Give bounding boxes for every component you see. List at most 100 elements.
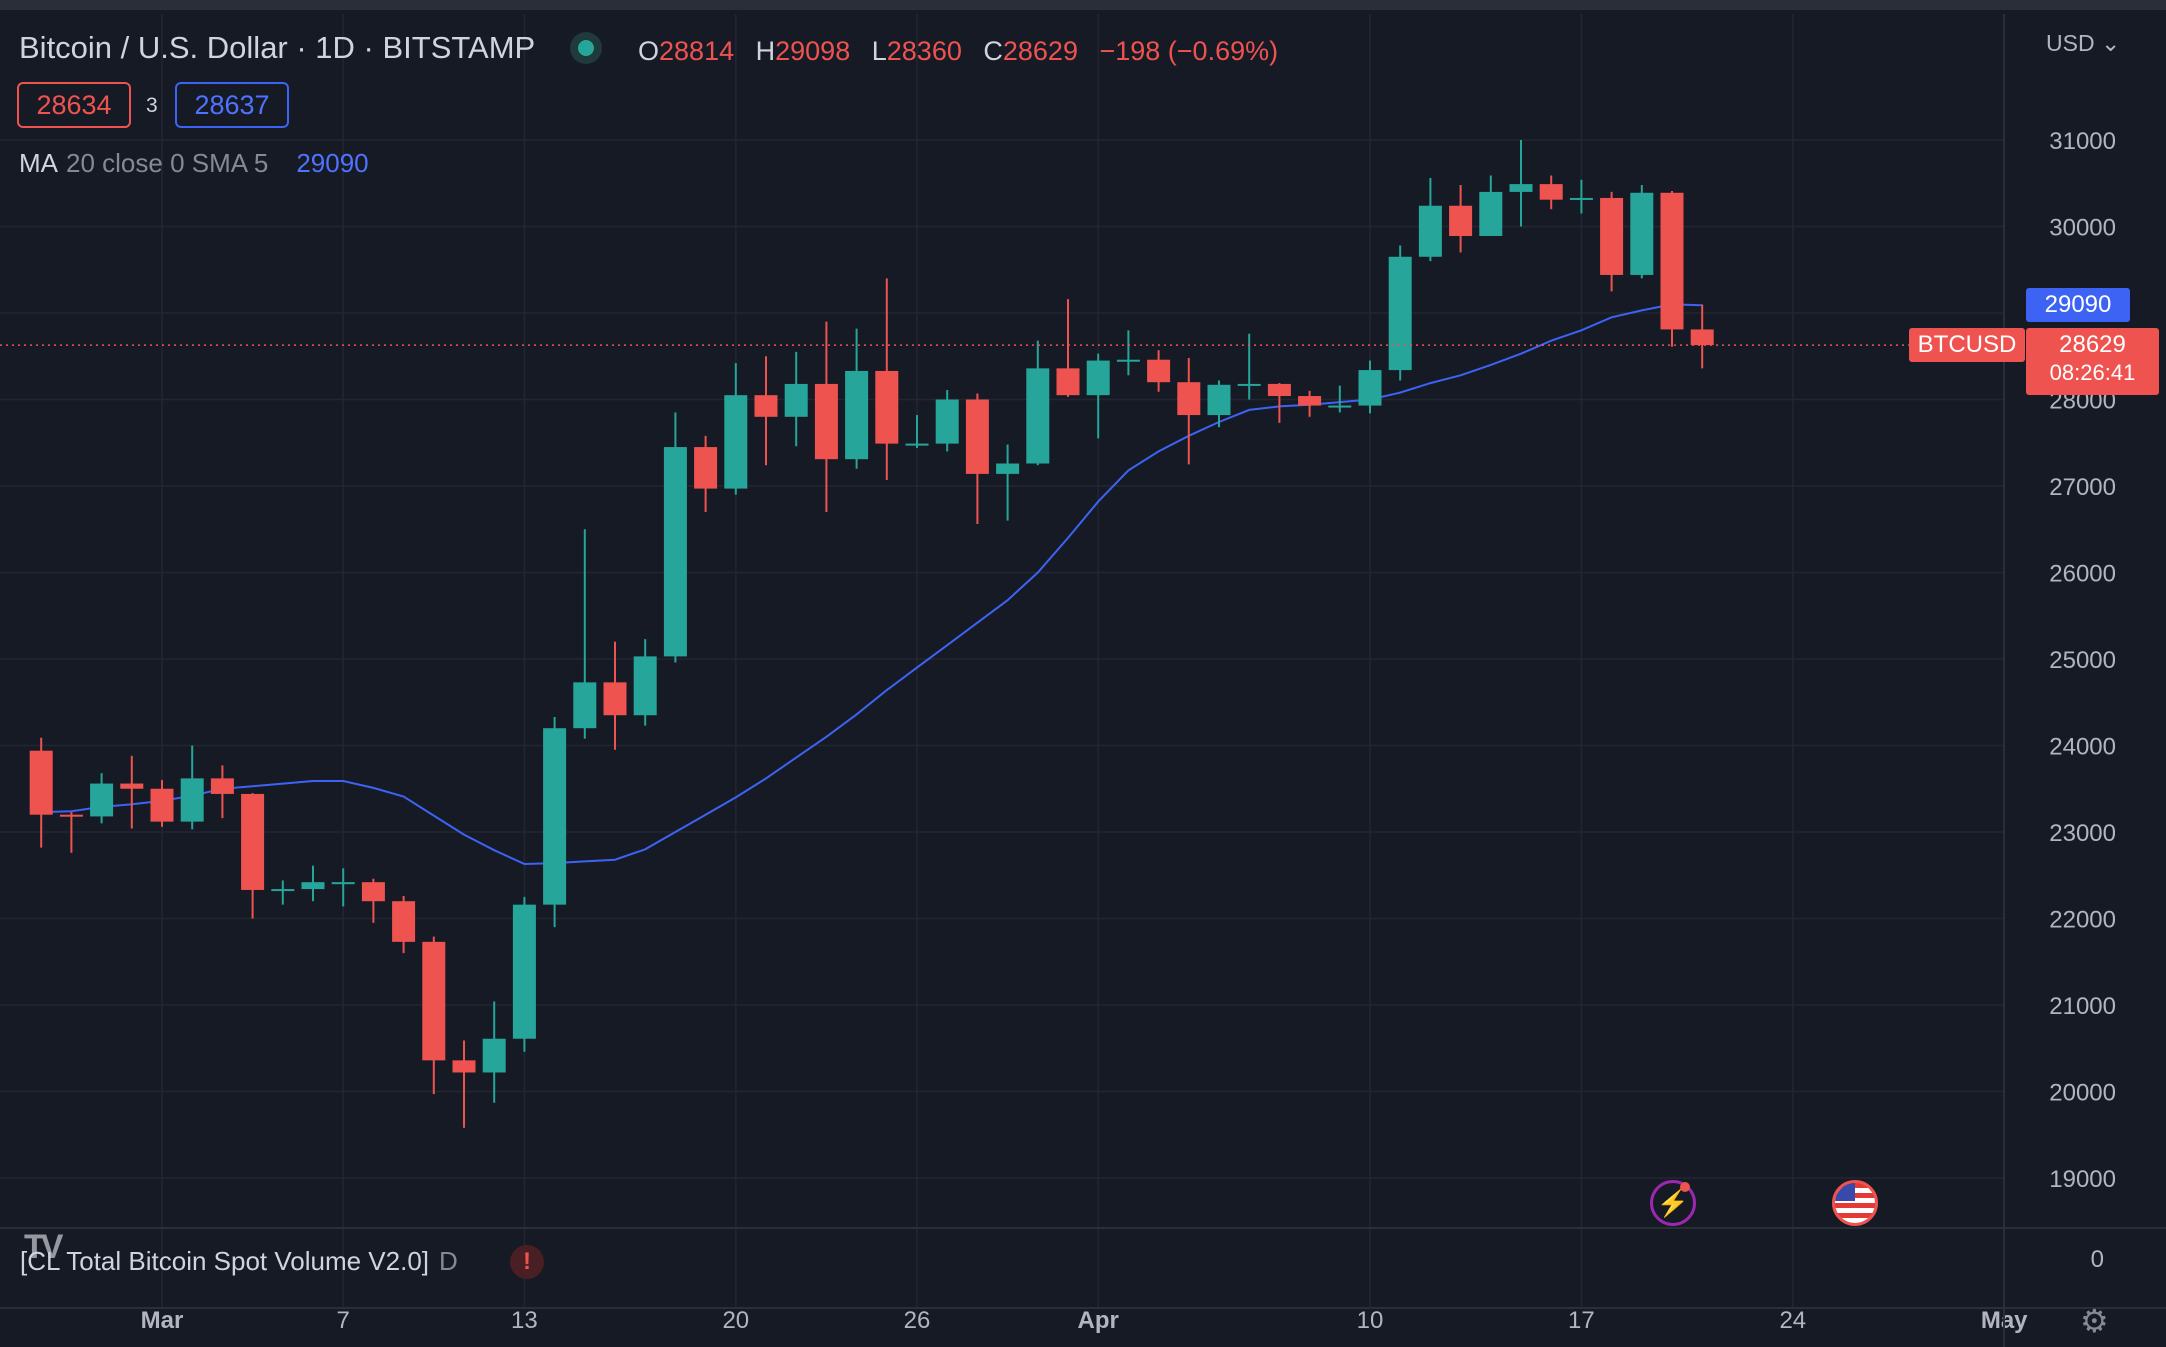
ohlc-legend: O28814 H29098 L28360 C28629 −198 (−0.69%… xyxy=(638,36,1292,67)
y-tick-label: 21000 xyxy=(2049,993,2116,1020)
grid xyxy=(0,14,2005,1308)
y-tick-label: 19000 xyxy=(2049,1166,2116,1193)
candle-body xyxy=(965,399,989,474)
candle-body xyxy=(1569,197,1593,200)
candle-body xyxy=(150,788,174,822)
currency-selector[interactable]: USD ⌄ xyxy=(2046,30,2121,56)
market-status-dot[interactable] xyxy=(578,40,594,56)
candle-body xyxy=(1358,370,1382,406)
candle xyxy=(512,896,536,1052)
candle xyxy=(1267,383,1291,423)
candle xyxy=(543,716,567,928)
candle xyxy=(905,415,929,448)
candle-body xyxy=(482,1038,506,1073)
candle-body xyxy=(1116,359,1140,362)
candle-body xyxy=(1298,396,1322,406)
candle-body xyxy=(361,882,385,902)
candle xyxy=(965,393,989,525)
candle xyxy=(150,780,174,827)
y-tick-label: 23000 xyxy=(2049,820,2116,847)
candle xyxy=(59,812,83,853)
candle xyxy=(1026,340,1050,466)
candle-body xyxy=(905,443,929,446)
open-value: 28814 xyxy=(659,36,735,66)
candle-body xyxy=(1449,205,1473,237)
candle xyxy=(633,639,657,726)
candle xyxy=(210,765,234,819)
candle xyxy=(29,737,53,848)
volume-indicator-title: [CL Total Bitcoin Spot Volume V2.0] xyxy=(20,1246,430,1276)
x-tick-label: 26 xyxy=(904,1307,931,1334)
flag-canton xyxy=(1835,1183,1855,1201)
candle xyxy=(996,444,1020,521)
candle xyxy=(1298,390,1322,417)
candle xyxy=(241,793,265,919)
candle xyxy=(724,363,748,495)
volume-indicator-legend[interactable]: [CL Total Bitcoin Spot Volume V2.0] D xyxy=(20,1246,458,1277)
y-tick-label: 31000 xyxy=(2049,128,2116,155)
candle-body xyxy=(1026,368,1050,464)
candle xyxy=(1600,191,1624,292)
ma-value: 29090 xyxy=(296,148,369,178)
lightning-icon[interactable]: ⚡ xyxy=(1650,1180,1696,1226)
candle-body xyxy=(694,447,718,489)
candle-body xyxy=(210,778,234,794)
candle xyxy=(845,328,869,469)
x-tick-label: Mar xyxy=(141,1307,184,1334)
sell-price-button[interactable]: 28634 xyxy=(17,82,131,128)
candle xyxy=(1569,179,1593,214)
ma-line xyxy=(41,303,1703,866)
ma-legend[interactable]: MA 20 close 0 SMA 5 29090 xyxy=(19,148,369,179)
candle-body xyxy=(29,750,53,815)
ma-price-badge: 29090 xyxy=(2026,288,2130,322)
y-tick-label: 20000 xyxy=(2049,1080,2116,1107)
candle xyxy=(1449,184,1473,253)
candle xyxy=(1328,385,1352,413)
candle xyxy=(180,745,204,830)
candle xyxy=(452,1040,476,1128)
candle xyxy=(694,435,718,512)
change-value: −198 (−0.69%) xyxy=(1099,36,1279,66)
candle-body xyxy=(1237,383,1261,386)
axes: 3100030000290002800027000260002500024000… xyxy=(0,14,2166,1347)
x-tick-label: 13 xyxy=(511,1307,538,1334)
candle-body xyxy=(1539,184,1563,200)
candle xyxy=(1479,175,1503,237)
candle xyxy=(422,936,446,1095)
candle-body xyxy=(1660,192,1684,330)
candle-body xyxy=(633,656,657,716)
buy-price-button[interactable]: 28637 xyxy=(175,82,289,128)
candle-body xyxy=(1086,360,1110,396)
x-tick-label: 24 xyxy=(1779,1307,1806,1334)
alert-icon[interactable]: ! xyxy=(510,1245,544,1279)
candle-body xyxy=(1388,256,1412,371)
candle xyxy=(754,356,778,466)
settings-icon[interactable]: ⚙ xyxy=(2080,1303,2109,1339)
x-tick-label: 17 xyxy=(1568,1307,1595,1334)
close-label: C xyxy=(983,36,1003,66)
candle xyxy=(573,529,597,739)
candle xyxy=(392,896,416,954)
candle-body xyxy=(845,370,869,460)
y-tick-label: 22000 xyxy=(2049,907,2116,934)
candle-body xyxy=(814,383,838,460)
us-flag-icon[interactable] xyxy=(1832,1180,1878,1226)
candle xyxy=(1116,330,1140,376)
symbol-title[interactable]: Bitcoin / U.S. Dollar · 1D · BITSTAMP xyxy=(19,30,536,65)
candle-body xyxy=(90,783,114,817)
candle xyxy=(1237,333,1261,400)
candle xyxy=(1509,140,1533,227)
candle-body xyxy=(1177,382,1201,416)
candle xyxy=(1358,360,1382,414)
tradingview-logo[interactable]: TV xyxy=(24,1228,64,1266)
bar-countdown: 08:26:41 xyxy=(2049,360,2136,385)
candle-body xyxy=(452,1060,476,1073)
low-label: L xyxy=(871,36,887,66)
candle xyxy=(1056,299,1080,397)
candle xyxy=(90,773,114,824)
candle xyxy=(814,321,838,512)
candle-body xyxy=(1690,329,1714,346)
close-value: 28629 xyxy=(1002,36,1078,66)
candle xyxy=(331,868,355,907)
